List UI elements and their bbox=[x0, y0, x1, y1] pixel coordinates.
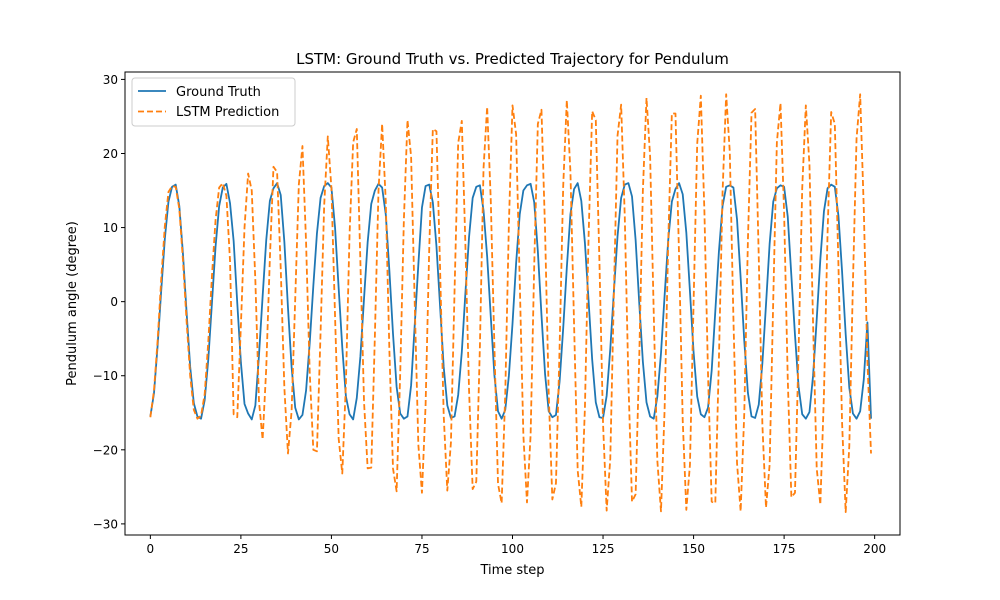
plot-area bbox=[149, 93, 872, 513]
x-tick-label: 50 bbox=[324, 542, 339, 556]
series-line-ground-truth bbox=[149, 182, 872, 421]
x-tick-label: 200 bbox=[863, 542, 886, 556]
y-tick-label: 0 bbox=[110, 295, 118, 309]
y-axis-ticks: −30 −20 −10 0 10 20 30 bbox=[93, 73, 125, 531]
y-tick-label: 10 bbox=[103, 221, 118, 235]
x-tick-label: 100 bbox=[501, 542, 524, 556]
legend-box bbox=[131, 77, 296, 127]
y-axis-label: Pendulum angle (degree) bbox=[65, 221, 80, 386]
x-tick-label: 175 bbox=[773, 542, 796, 556]
x-axis-ticks: 0 25 50 75 100 125 150 175 200 bbox=[147, 535, 886, 556]
legend: Ground Truth LSTM Prediction bbox=[131, 77, 296, 127]
x-tick-label: 25 bbox=[233, 542, 248, 556]
series-line-lstm-prediction bbox=[149, 93, 872, 513]
y-tick-label: 30 bbox=[103, 73, 118, 87]
x-axis-label: Time step bbox=[479, 563, 544, 578]
y-tick-label: 20 bbox=[103, 147, 118, 161]
legend-label-ground-truth: Ground Truth bbox=[176, 85, 261, 100]
x-tick-label: 0 bbox=[147, 542, 155, 556]
y-tick-label: −10 bbox=[93, 369, 118, 383]
x-tick-label: 75 bbox=[414, 542, 429, 556]
x-tick-label: 125 bbox=[592, 542, 615, 556]
x-tick-label: 150 bbox=[682, 542, 705, 556]
chart-title: LSTM: Ground Truth vs. Predicted Traject… bbox=[296, 50, 729, 68]
y-tick-label: −30 bbox=[93, 517, 118, 531]
y-tick-label: −20 bbox=[93, 443, 118, 457]
legend-label-lstm-prediction: LSTM Prediction bbox=[176, 105, 279, 120]
